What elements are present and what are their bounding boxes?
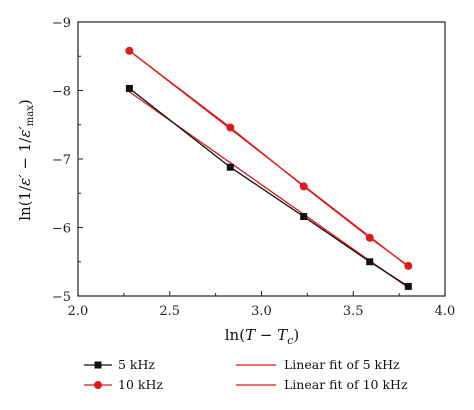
y-tick-label: −7 [52,153,71,168]
y-axis-title-part: ln(1/ [16,185,34,221]
y-tick-label: −5 [52,290,71,305]
y-axis-title-part: ε′ [16,174,34,186]
y-axis: −5 −6 −7 −8 −9 [52,16,83,305]
data-point-5-khz [226,163,234,171]
data-point-5-khz [404,282,412,290]
legend-label-fit-10khz: Linear fit of 10 kHz [284,377,408,392]
series-5-khz [125,84,412,290]
plot-frame [77,21,446,297]
legend-item-10khz: 10 kHz [84,377,163,392]
x-tick-label: 4.0 [435,304,456,319]
y-axis-title-part: max [25,105,36,126]
legend-label-10khz: 10 kHz [118,377,163,392]
x-axis: 2.0 2.5 3.0 3.5 4.0 [68,291,456,319]
x-axis-title-part: ln( [225,326,245,344]
x-axis-title-part: c [287,334,293,347]
data-point-10-khz [226,123,235,132]
legend-label-fit-5khz: Linear fit of 5 kHz [284,357,400,372]
legend-item-5khz: 5 kHz [84,357,155,372]
data-point-10-khz [404,261,413,270]
data-point-10-khz [299,182,308,191]
series-line-5-khz [128,87,409,287]
y-tick-label: −9 [52,16,71,31]
x-tick-label: 2.5 [159,304,180,319]
x-axis-title-part: T [277,326,288,344]
x-axis-title: ln(T − Tc) [225,326,299,347]
legend-item-fit-5khz: Linear fit of 5 kHz [236,357,400,372]
data-point-5-khz [300,213,308,221]
y-axis-title-part: ) [16,99,34,105]
x-tick-label: 3.5 [343,304,364,319]
plot-area [125,46,413,290]
x-tick-label: 2.0 [68,304,89,319]
legend-marker-square [94,361,102,369]
series-10-khz [125,46,413,270]
data-point-10-khz [125,46,134,55]
data-point-10-khz [365,233,374,242]
y-axis-title-part: ε′ [16,126,34,138]
x-axis-title-part: − [255,326,277,344]
x-axis-title-part: T [245,326,256,344]
y-axis-title: ln(1/ε′ − 1/ε′max) [16,99,36,221]
data-point-5-khz [125,84,133,92]
x-axis-title-part: ) [293,326,299,344]
y-tick-label: −8 [52,85,71,100]
legend-item-fit-10khz: Linear fit of 10 kHz [236,377,408,392]
y-axis-title-part: − 1/ [16,137,34,175]
y-tick-label: −6 [52,222,71,237]
data-point-5-khz [366,258,374,266]
x-tick-label: 3.0 [251,304,272,319]
legend-marker-circle [94,381,102,389]
legend: 5 kHz 10 kHz Linear fit of 5 kHz Linear … [84,357,408,392]
legend-label-5khz: 5 kHz [118,357,155,372]
